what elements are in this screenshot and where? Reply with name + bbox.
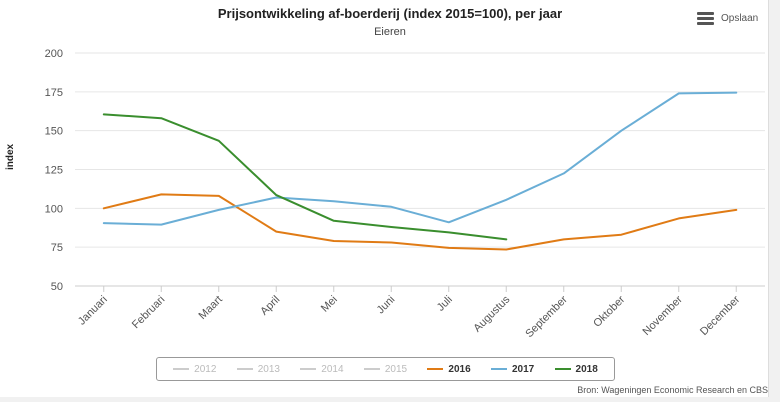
bottom-scrollbar-track[interactable]	[0, 397, 780, 402]
save-menu-button[interactable]: Opslaan	[697, 12, 758, 25]
legend-label: 2013	[257, 363, 280, 375]
x-tick-label: Februari	[130, 294, 167, 331]
legend-swatch	[173, 368, 190, 370]
legend-label: 2016	[448, 363, 471, 375]
legend-label: 2014	[321, 363, 344, 375]
x-tick-label: April	[258, 294, 282, 318]
x-tick-label: Juni	[375, 294, 398, 317]
y-tick-label: 50	[51, 281, 63, 293]
legend-item-2013[interactable]: 2013	[236, 363, 280, 375]
y-tick-label: 175	[45, 87, 63, 99]
legend-swatch	[427, 368, 444, 370]
y-tick-label: 125	[45, 165, 63, 177]
save-menu-label[interactable]: Opslaan	[721, 13, 759, 24]
series-line-2016	[102, 193, 738, 251]
legend-label: 2017	[511, 363, 535, 375]
legend-item-2015[interactable]: 2015	[363, 363, 408, 375]
series-line-2018	[102, 113, 508, 241]
legend-item-2016[interactable]: 2016	[427, 363, 471, 375]
x-tick-label: Mei	[319, 294, 340, 315]
source-note: Bron: Wageningen Economic Research en CB…	[577, 385, 768, 395]
x-tick-label: September	[523, 293, 570, 340]
y-tick-label: 200	[45, 48, 63, 60]
legend-swatch	[363, 368, 380, 370]
x-tick-label: Januari	[76, 294, 110, 328]
chart-title: Prijsontwikkeling af-boerderij (index 20…	[217, 6, 563, 21]
x-tick-label: November	[641, 293, 686, 338]
legend-label: 2015	[384, 363, 408, 375]
x-tick-label: Maart	[196, 294, 224, 322]
legend-item-2012[interactable]: 2012	[173, 364, 216, 375]
legend-item-2018[interactable]: 2018	[554, 363, 598, 375]
y-tick-label: 100	[45, 203, 63, 215]
legend-swatch	[554, 368, 571, 370]
legend-swatch	[490, 368, 507, 370]
legend-item-2014[interactable]: 2014	[300, 363, 344, 375]
scrollbar-track[interactable]	[768, 0, 780, 402]
chart-legend: 2012 2013 2014 2015 2016 2017 2018	[156, 357, 615, 381]
legend-label: 2012	[194, 363, 217, 375]
legend-swatch	[236, 368, 253, 370]
y-tick-label: 75	[51, 242, 63, 254]
chart-subtitle: Eieren	[374, 26, 406, 38]
y-tick-label: 150	[45, 126, 63, 138]
x-tick-label: Oktober	[591, 293, 627, 329]
hamburger-icon[interactable]	[697, 12, 714, 25]
x-tick-label: December	[698, 293, 743, 338]
x-tick-label: Juli	[435, 294, 455, 314]
series-line-2017	[102, 91, 738, 226]
legend-item-2017[interactable]: 2017	[490, 363, 535, 375]
x-tick-label: Augustus	[471, 293, 512, 334]
legend-swatch	[300, 368, 317, 370]
legend-label: 2018	[575, 363, 598, 375]
